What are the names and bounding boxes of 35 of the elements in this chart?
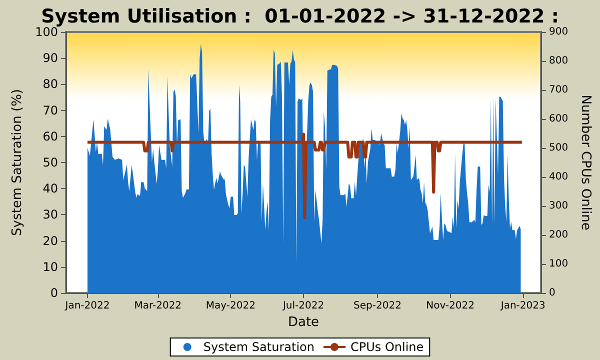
chart-title: System Utilisation : 01-01-2022 -> 31-12-2022 : bbox=[41, 6, 559, 28]
y-tick-label: 30 bbox=[42, 208, 58, 222]
line-series bbox=[86, 132, 524, 220]
y2-tick-label: 700 bbox=[549, 84, 568, 96]
y2-tick-label: 100 bbox=[549, 258, 568, 270]
y-axis-title: System Saturation (%) bbox=[10, 88, 26, 236]
y-tick-label: 0 bbox=[50, 286, 58, 300]
x-tick-label: Nov-2022 bbox=[426, 300, 474, 312]
y2-tick-label: 200 bbox=[549, 230, 568, 240]
y2-tick-label: 500 bbox=[549, 142, 568, 154]
x-tick-label: Jan-2023 bbox=[500, 300, 546, 312]
x-tick-label: Sep-2022 bbox=[354, 300, 402, 312]
x-axis-title: Date bbox=[288, 314, 320, 330]
x-tick-label: Mar-2022 bbox=[134, 300, 182, 312]
x-tick-label: May-2022 bbox=[206, 300, 256, 312]
y2-tick-label: 0 bbox=[549, 288, 556, 298]
x-tick-label: Jan-2022 bbox=[64, 300, 110, 312]
y-tick-label: 70 bbox=[42, 103, 58, 118]
y-tick-label: 40 bbox=[42, 182, 58, 196]
y-tick-label: 90 bbox=[42, 51, 58, 66]
y-tick-label: 50 bbox=[42, 156, 58, 170]
y-tick-label: 80 bbox=[42, 77, 58, 92]
y2-tick-label: 900 bbox=[549, 26, 568, 38]
y-tick-label: 100 bbox=[35, 25, 58, 39]
y2-tick-label: 800 bbox=[549, 56, 568, 66]
legend-label: System Saturation bbox=[203, 340, 314, 354]
y-tick-label: 20 bbox=[42, 234, 58, 248]
y2-axis-title: Number CPUs Online bbox=[578, 94, 593, 230]
y2-tick-label: 600 bbox=[549, 114, 568, 124]
y2-tick-label: 300 bbox=[549, 200, 568, 212]
y2-tick-label: 400 bbox=[549, 172, 568, 182]
y-tick-label: 60 bbox=[42, 129, 58, 144]
x-tick-label: Jul-2022 bbox=[282, 300, 324, 312]
legend-label: CPUs Online bbox=[350, 340, 424, 354]
y-tick-label: 10 bbox=[42, 260, 58, 274]
